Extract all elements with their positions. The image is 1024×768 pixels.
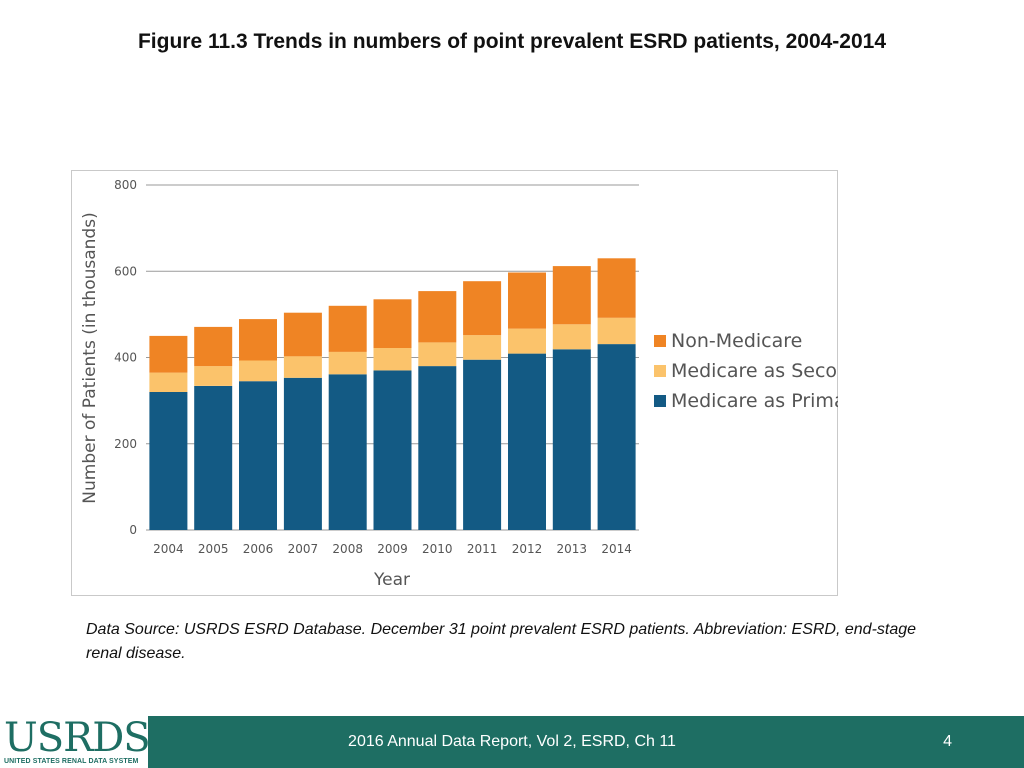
x-tick-label: 2004 <box>153 542 184 556</box>
bar-non-medicare-2012 <box>508 272 546 329</box>
bar-medicare-as-primary-payer-2007 <box>283 377 322 530</box>
logo-text: USRDS <box>4 715 151 761</box>
bar-medicare-as-primary-payer-2011 <box>463 359 502 530</box>
x-axis-title: Year <box>373 570 410 590</box>
bar-non-medicare-2008 <box>328 305 367 352</box>
x-tick-label: 2006 <box>243 542 274 556</box>
bar-medicare-as-primary-payer-2009 <box>373 370 412 530</box>
bar-medicare-as-secondary-payer-2007 <box>283 356 322 378</box>
slide-title: Figure 11.3 Trends in numbers of point p… <box>137 30 887 53</box>
logo-subtitle: UNITED STATES RENAL DATA SYSTEM <box>4 758 139 765</box>
legend-swatch-medicare-as-primary-payer <box>654 395 666 407</box>
footer-bar <box>0 716 1024 768</box>
page-number: 4 <box>943 733 952 750</box>
x-tick-label: 2012 <box>512 542 543 556</box>
bar-medicare-as-primary-payer-2012 <box>508 353 546 530</box>
bar-medicare-as-primary-payer-2013 <box>552 349 591 530</box>
bar-medicare-as-secondary-payer-2012 <box>508 328 546 354</box>
y-tick-label: 0 <box>129 523 137 537</box>
x-tick-label: 2014 <box>601 542 632 556</box>
bar-medicare-as-secondary-payer-2010 <box>418 342 457 367</box>
stacked-bar-chart: 0 200 400 600 800 2004 2005 2006 2007 2008 2009 201… <box>80 178 838 590</box>
x-tick-label: 2011 <box>467 542 498 556</box>
bar-medicare-as-secondary-payer-2009 <box>373 348 412 371</box>
usrds-logo: USRDS UNITED STATES RENAL DATA SYSTEM <box>0 715 151 768</box>
bar-medicare-as-primary-payer-2005 <box>194 386 233 530</box>
x-tick-label: 2009 <box>377 542 408 556</box>
bar-non-medicare-2013 <box>552 266 591 325</box>
bar-medicare-as-secondary-payer-2011 <box>463 335 502 360</box>
bar-medicare-as-primary-payer-2004 <box>149 392 188 530</box>
bar-medicare-as-secondary-payer-2013 <box>552 324 591 350</box>
legend-label-medicare-as-secondary-payer: Medicare as Secondary Payer <box>671 360 838 382</box>
x-tick-label: 2005 <box>198 542 229 556</box>
y-axis-title: Number of Patients (in thousands) <box>80 212 100 503</box>
bar-medicare-as-primary-payer-2006 <box>239 381 277 530</box>
bar-medicare-as-secondary-payer-2006 <box>239 360 277 382</box>
x-tick-label: 2013 <box>557 542 588 556</box>
bar-non-medicare-2004 <box>149 335 188 373</box>
legend-swatch-medicare-as-secondary-payer <box>654 365 666 377</box>
bar-medicare-as-secondary-payer-2004 <box>149 372 188 392</box>
y-tick-label: 800 <box>114 178 137 192</box>
y-tick-label: 200 <box>114 437 137 451</box>
bar-medicare-as-secondary-payer-2005 <box>194 366 233 386</box>
y-tick-label: 400 <box>114 351 137 365</box>
bar-medicare-as-primary-payer-2014 <box>597 344 636 530</box>
report-label: 2016 Annual Data Report, Vol 2, ESRD, Ch… <box>348 733 676 750</box>
bar-non-medicare-2005 <box>194 326 233 367</box>
bar-medicare-as-secondary-payer-2014 <box>597 317 636 345</box>
bar-non-medicare-2011 <box>463 281 502 336</box>
bar-non-medicare-2014 <box>597 258 636 318</box>
x-tick-label: 2008 <box>332 542 363 556</box>
bar-non-medicare-2010 <box>418 291 457 343</box>
bar-medicare-as-secondary-payer-2008 <box>328 351 367 375</box>
legend-swatch-non-medicare <box>654 335 666 347</box>
y-tick-label: 600 <box>114 264 137 278</box>
bar-non-medicare-2006 <box>239 319 277 361</box>
legend-label-non-medicare: Non-Medicare <box>671 330 802 352</box>
legend-label-medicare-as-primary-payer: Medicare as Primary Payer <box>671 390 838 412</box>
bar-non-medicare-2009 <box>373 299 412 348</box>
data-source-note: Data Source: USRDS ESRD Database. Decemb… <box>86 621 917 662</box>
bar-non-medicare-2007 <box>283 312 322 357</box>
x-tick-label: 2007 <box>288 542 319 556</box>
bar-medicare-as-primary-payer-2010 <box>418 366 457 530</box>
bar-medicare-as-primary-payer-2008 <box>328 374 367 530</box>
x-tick-label: 2010 <box>422 542 453 556</box>
